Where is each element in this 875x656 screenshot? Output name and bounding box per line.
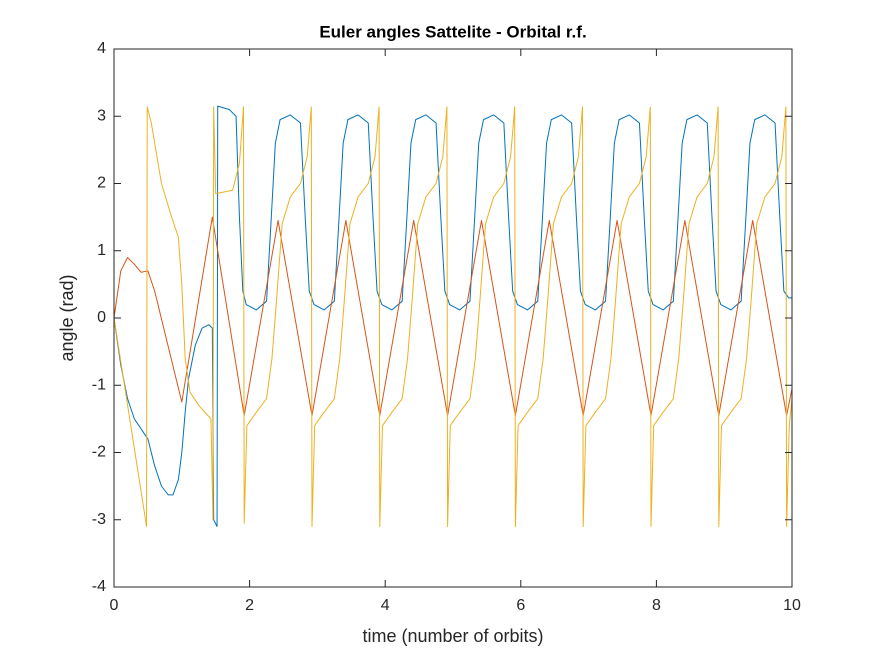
- x-axis-label: time (number of orbits): [362, 626, 543, 646]
- y-tick-label: -4: [92, 578, 106, 595]
- x-tick-label: 4: [381, 597, 390, 614]
- plot-background: [114, 49, 792, 587]
- y-tick-label: 2: [97, 175, 106, 192]
- y-tick-label: -3: [92, 511, 106, 528]
- x-tick-label: 2: [245, 597, 254, 614]
- x-tick-label: 8: [652, 597, 661, 614]
- x-tick-label: 10: [783, 597, 801, 614]
- x-tick-label: 6: [516, 597, 525, 614]
- y-tick-label: 0: [97, 309, 106, 326]
- y-tick-label: 4: [97, 40, 106, 57]
- y-tick-label: -2: [92, 444, 106, 461]
- chart-title: Euler angles Sattelite - Orbital r.f.: [319, 22, 586, 41]
- x-tick-label: 0: [110, 597, 119, 614]
- data-line: [113, 106, 793, 527]
- y-axis-label: angle (rad): [57, 274, 77, 361]
- y-tick-label: 1: [97, 242, 106, 259]
- y-tick-label: 3: [97, 107, 106, 124]
- y-tick-label: -1: [92, 376, 106, 393]
